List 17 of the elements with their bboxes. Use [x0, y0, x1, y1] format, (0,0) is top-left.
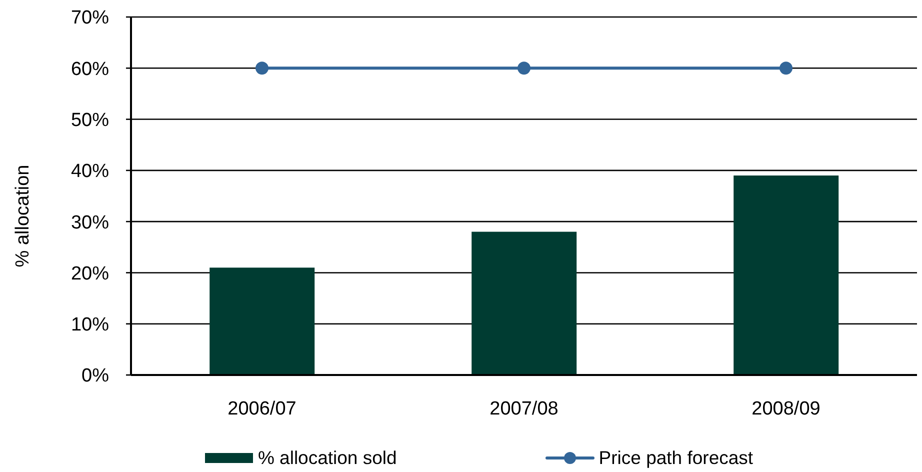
y-tick-label: 10% [70, 314, 110, 336]
y-tick-label: 50% [70, 110, 110, 132]
bar [734, 176, 839, 375]
y-tick-label: 70% [70, 8, 110, 29]
legend-label: Price path forecast [598, 447, 754, 469]
x-tick-label: 2007/08 [490, 398, 558, 420]
legend-label: % allocation sold [258, 447, 397, 469]
y-tick-label: 30% [70, 212, 110, 234]
y-tick-label: 0% [82, 366, 110, 387]
bar [210, 268, 315, 375]
bar [472, 232, 577, 375]
y-tick-label: 40% [70, 161, 110, 182]
y-tick-label: 60% [70, 58, 110, 80]
y-axis-title: % allocation [12, 164, 34, 268]
y-tick-label: 20% [70, 263, 110, 284]
x-tick-label: 2008/09 [752, 398, 820, 420]
x-tick-label: 2006/07 [228, 398, 296, 420]
